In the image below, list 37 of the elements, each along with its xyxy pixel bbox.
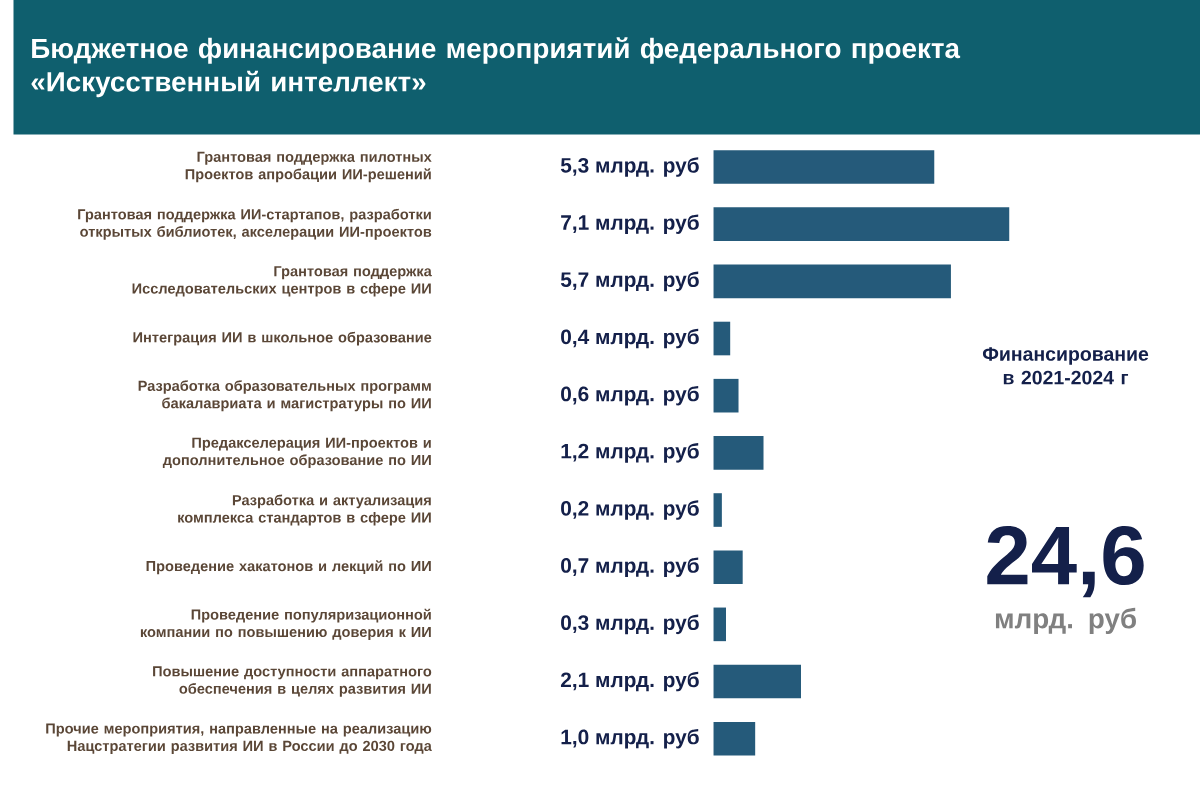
data-label: 2,1 млрд. руб	[560, 671, 699, 692]
y-tick-label: Интеграция ИИ в школьное образование	[133, 331, 432, 346]
y-tick-label: Повышение доступности аппаратного обеспечения в целях развития ИИ	[153, 666, 432, 697]
y-tick-label: Грантовая поддержка пилотных Проектов апробации ИИ-решений	[185, 151, 432, 183]
bar	[713, 550, 743, 584]
annotation: 24,6	[987, 526, 1144, 598]
y-tick-label: Грантовая поддержка ИИ-стартапов, разработки открытых библиотек, акселерации ИИ-проектов	[78, 208, 432, 240]
bar	[713, 436, 764, 470]
data-label: 5,3 млрд. руб	[560, 157, 699, 177]
y-tick-label: Предакселерация ИИ-проектов и дополнительное образование по ИИ	[162, 437, 431, 469]
chart-title: Бюджетное финансирование мероприятий федерального проекта «Искусственный интеллект»	[31, 37, 961, 98]
data-label: 0,6 млрд. руб	[561, 385, 699, 406]
y-tick-label: Прочие мероприятия, направленные на реализацию Нацстратегии развития ИИ в России до 2030 года	[46, 723, 432, 754]
bar	[713, 721, 756, 756]
annotation: млрд. руб	[995, 607, 1136, 635]
bar	[713, 207, 1010, 241]
y-tick-label: Проведение популяризационной компании по повышению доверия к ИИ	[140, 608, 431, 640]
bar	[713, 493, 722, 527]
bar	[713, 150, 935, 184]
data-label: 1,0 млрд. руб	[561, 728, 699, 749]
data-label: 0,3 млрд. руб	[561, 614, 699, 635]
data-label: 0,4 млрд. руб	[561, 328, 699, 349]
data-label: 0,2 млрд. руб	[561, 500, 699, 520]
data-label: 0,7 млрд. руб	[561, 557, 699, 577]
data-label: 7,1 млрд. руб	[561, 214, 699, 234]
data-label: 5,7 млрд. руб	[560, 271, 699, 292]
bar	[713, 321, 731, 356]
bar	[713, 664, 801, 699]
bar	[713, 607, 727, 642]
bar	[713, 378, 739, 413]
y-tick-label: Проведение хакатонов и лекций по ИИ	[146, 560, 431, 575]
y-tick-label: Грантовая поддержка Исследовательских центров в сфере ИИ	[132, 266, 432, 297]
annotation: Финансирование в 2021-2024 г	[982, 347, 1149, 385]
y-tick-label: Разработка образовательных программ бакалавриата и магистратуры по ИИ	[138, 380, 431, 412]
bar	[713, 264, 951, 299]
data-label: 1,2 млрд. руб	[561, 443, 699, 463]
y-tick-label: Разработка и актуализация комплекса стандартов в сфере ИИ	[178, 494, 431, 526]
